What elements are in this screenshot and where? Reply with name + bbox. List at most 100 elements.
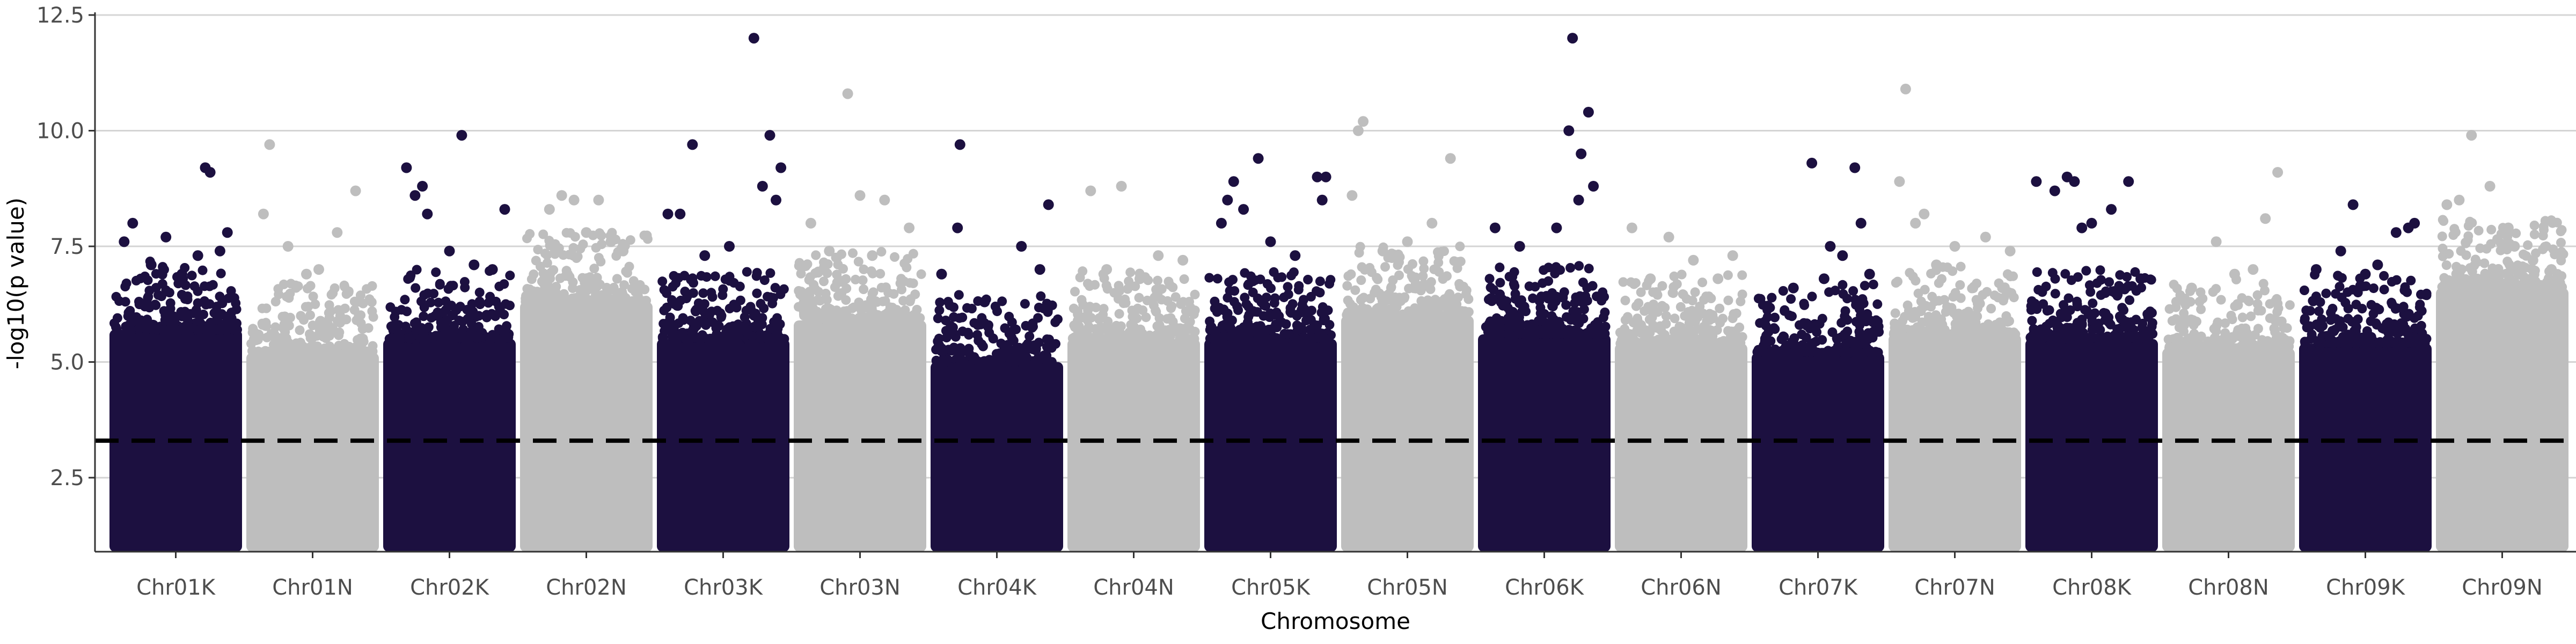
point	[2189, 320, 2199, 330]
point	[257, 303, 267, 313]
point	[2050, 289, 2060, 299]
point	[1161, 333, 1171, 343]
point	[1840, 330, 1849, 340]
outlier-point-Chr01K-3	[160, 231, 172, 243]
y-tick-label-3: 10.0	[36, 119, 84, 144]
point	[718, 290, 728, 300]
point	[341, 289, 352, 299]
point	[2334, 282, 2345, 292]
point	[2411, 333, 2421, 343]
point	[1726, 326, 1737, 336]
point	[2003, 317, 2013, 327]
point	[1271, 308, 1282, 318]
chromosome-Chr08N	[2162, 167, 2295, 552]
point	[1707, 333, 1717, 343]
bulk-points-Chr07K	[1752, 353, 1884, 552]
point	[400, 295, 410, 305]
point	[2334, 321, 2344, 332]
point	[1306, 314, 1316, 325]
point	[1303, 275, 1313, 284]
point	[1252, 328, 1262, 338]
point	[2443, 283, 2453, 293]
point	[2513, 260, 2523, 270]
point	[1688, 313, 1699, 323]
point	[273, 284, 283, 294]
point	[2343, 313, 2353, 324]
point	[899, 276, 909, 287]
point	[2060, 269, 2070, 279]
x-tick-label-Chr06K: Chr06K	[1505, 575, 1585, 600]
point	[628, 297, 638, 307]
y-axis-title: -log10(p value)	[3, 197, 29, 369]
chromosome-Chr03N	[794, 88, 926, 552]
point	[474, 287, 485, 297]
y-axis-ticks: 2.5 5.0 7.5 10.0 12.5	[36, 3, 95, 491]
point	[691, 306, 701, 317]
point	[247, 346, 257, 356]
point	[931, 355, 941, 365]
point	[2237, 293, 2247, 303]
point	[1345, 299, 1355, 309]
point	[270, 322, 281, 332]
point	[1038, 303, 1049, 313]
point	[2529, 229, 2540, 239]
outlier-point-Chr01N-6	[301, 268, 312, 280]
point	[796, 287, 807, 297]
point	[2075, 330, 2085, 340]
point	[1320, 334, 1330, 344]
point	[529, 297, 539, 307]
point	[2471, 283, 2482, 292]
outlier-point-Chr06N-4	[1727, 250, 1738, 261]
point	[2033, 333, 2043, 343]
bulk-points-Chr07N	[1889, 334, 2021, 552]
point	[189, 308, 199, 318]
point	[2449, 224, 2460, 234]
point	[825, 316, 835, 325]
point	[2118, 314, 2128, 324]
point	[1319, 316, 1329, 326]
point	[1848, 286, 1858, 296]
outlier-point-Chr08K-1	[2049, 185, 2060, 196]
point	[1565, 263, 1576, 273]
point	[2092, 324, 2103, 334]
outlier-point-Chr06K-0	[1489, 222, 1501, 233]
bulk-points-Chr03K	[657, 339, 789, 552]
bulk-points-Chr02K	[383, 339, 516, 552]
point	[1011, 324, 1021, 334]
point	[2092, 278, 2102, 288]
point	[1670, 313, 1680, 324]
point	[900, 305, 910, 315]
point	[2540, 241, 2550, 252]
point	[2196, 304, 2206, 314]
point	[419, 302, 429, 312]
y-tick-label-4: 12.5	[36, 3, 84, 28]
point	[1902, 300, 1913, 310]
point	[1244, 310, 1254, 320]
point	[1543, 276, 1554, 286]
point	[2337, 292, 2347, 303]
point	[1787, 311, 1797, 321]
point	[2000, 282, 2010, 292]
outlier-point-Chr03K-0	[662, 208, 674, 219]
point	[1343, 271, 1353, 281]
point	[2252, 290, 2263, 300]
point	[2492, 283, 2502, 293]
outlier-point-Chr06K-6	[1573, 194, 1584, 206]
point	[866, 266, 876, 276]
x-tick-label-Chr08K: Chr08K	[2052, 575, 2132, 600]
point	[2050, 274, 2060, 284]
point	[542, 250, 552, 260]
point	[187, 270, 197, 281]
bulk-points-Chr02N	[520, 302, 653, 552]
outlier-point-Chr02N-3	[593, 194, 604, 206]
point	[2084, 334, 2095, 344]
x-tick-label-Chr01K: Chr01K	[136, 575, 216, 600]
point	[1620, 295, 1630, 305]
outlier-point-Chr08K-8	[2076, 222, 2088, 233]
point	[855, 313, 865, 324]
outlier-point-Chr08N-5	[2260, 213, 2271, 224]
point	[449, 321, 459, 331]
outlier-point-Chr07K-1	[1806, 157, 1818, 169]
point	[2130, 267, 2140, 277]
point	[1846, 335, 1856, 346]
